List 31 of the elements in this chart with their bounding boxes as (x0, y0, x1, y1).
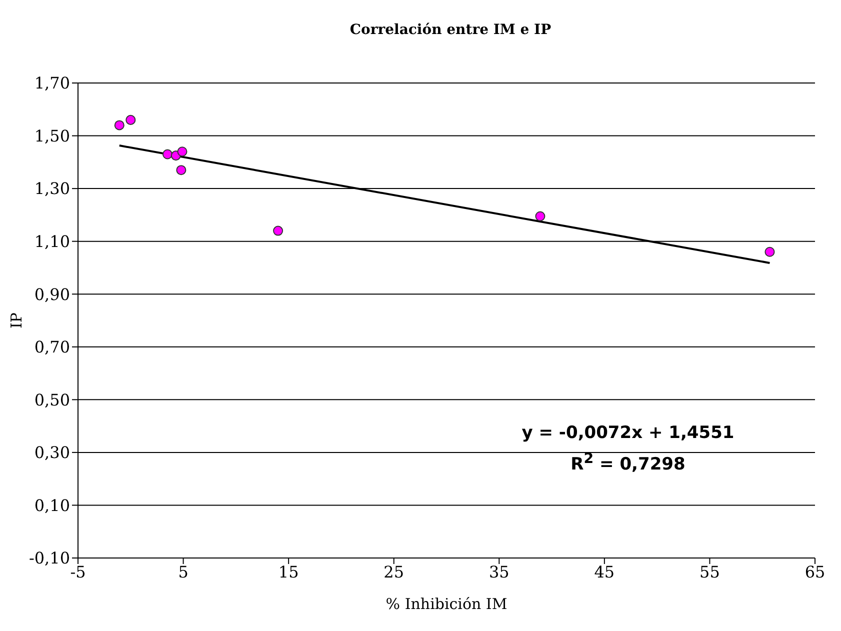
point (764, 246, 775, 257)
y-tick-label: 0,90 (34, 284, 70, 304)
x-tick-label: 45 (594, 562, 615, 582)
y-tick-label: 1,70 (34, 74, 70, 93)
point (162, 149, 173, 160)
y-tick-label: 0,50 (34, 390, 70, 410)
chart-title: Correlación entre IM e IP (348, 22, 552, 38)
x-tick-label: 15 (278, 562, 299, 582)
x-tick-label: 35 (488, 562, 510, 582)
point (176, 165, 186, 176)
y-axis-title: IP (7, 312, 26, 329)
y-tick-label: 0,30 (34, 443, 70, 462)
y-tick-label: 1,10 (34, 232, 70, 252)
x-tick-label: 25 (384, 562, 404, 582)
y-tick-label: -0,10 (28, 548, 70, 568)
point (535, 211, 546, 222)
annotation: R$^{2}$ = 0,7298 (570, 450, 686, 477)
y-tick-label: 1,30 (34, 179, 70, 198)
point (273, 226, 284, 236)
x-tick-label: 65 (804, 562, 826, 582)
y-tick-label: 0,70 (34, 338, 70, 357)
point (114, 120, 124, 130)
x-tick-label: -5 (70, 562, 86, 582)
x-axis-title: % Inhibición IM (386, 595, 508, 613)
x-tick-label: 5 (178, 562, 188, 582)
x-tick-label: 55 (700, 562, 720, 582)
point (177, 146, 188, 157)
point (126, 114, 136, 125)
y-tick-label: 0,10 (34, 496, 70, 515)
annotation: y = -0,0072x + 1,4551 (520, 422, 736, 445)
y-tick-label: 1,50 (34, 126, 70, 146)
